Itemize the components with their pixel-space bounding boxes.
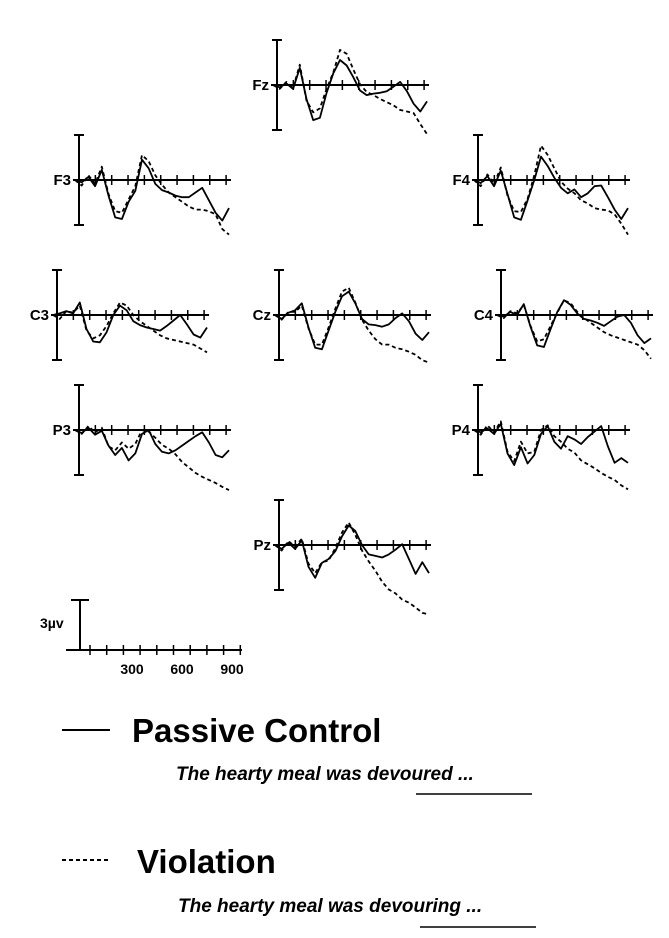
panel-p4: P4: [452, 384, 630, 491]
waveform-violation-fz: [272, 49, 428, 135]
waveform-passive-control-c3: [52, 301, 208, 344]
legend-sentence-violation: The hearty meal was devouring ...: [178, 896, 482, 917]
channel-label-pz: Pz: [253, 537, 271, 554]
waveform-passive-control-f3: [74, 158, 230, 222]
waveform-violation-f3: [74, 154, 230, 236]
channel-label-cz: Cz: [253, 307, 271, 324]
channel-label-p4: P4: [452, 422, 471, 439]
waveform-violation-f4: [473, 144, 629, 236]
channel-label-p3: P3: [53, 422, 71, 439]
legend: Passive Control The hearty meal was devo…: [62, 712, 536, 928]
panel-p3: P3: [53, 384, 231, 491]
channel-label-f3: F3: [53, 172, 71, 189]
panel-c3: C3: [30, 269, 209, 361]
waveform-passive-control-f4: [473, 155, 629, 221]
waveform-passive-control-fz: [272, 59, 428, 121]
legend-label-violation: Violation: [137, 843, 276, 880]
tick-label-300: 300: [120, 661, 144, 677]
waveform-violation-p3: [74, 425, 230, 491]
channel-label-c4: C4: [474, 307, 494, 324]
waveform-passive-control-p3: [74, 426, 230, 462]
channel-label-fz: Fz: [252, 77, 269, 94]
waveform-passive-control-c4: [496, 299, 652, 348]
channel-label-f4: F4: [452, 172, 470, 189]
channel-label-c3: C3: [30, 307, 49, 324]
panel-cz: Cz: [253, 269, 431, 364]
panel-c4: C4: [474, 269, 653, 361]
waveform-violation-p4: [473, 420, 629, 491]
waveform-violation-cz: [274, 286, 430, 364]
waveform-violation-c3: [52, 301, 208, 354]
scale-x-ticks: [89, 645, 242, 655]
tick-label-600: 600: [170, 661, 194, 677]
waveform-passive-control-pz: [274, 524, 430, 579]
waveform-passive-control-cz: [274, 290, 430, 351]
tick-label-900: 900: [220, 661, 244, 677]
scale-axis: 3µv 300 600 900: [40, 599, 244, 677]
waveform-violation-pz: [274, 521, 430, 616]
legend-sentence-passive-control: The hearty meal was devoured ...: [176, 764, 474, 785]
panel-f4: F4: [452, 134, 630, 236]
waveform-passive-control-p4: [473, 422, 629, 467]
scale-y-label: 3µv: [40, 615, 64, 631]
panel-pz: Pz: [253, 499, 431, 616]
waveform-violation-c4: [496, 299, 652, 360]
panel-f3: F3: [53, 134, 231, 236]
legend-label-passive-control: Passive Control: [132, 712, 381, 749]
panel-fz: Fz: [252, 39, 429, 135]
electrode-plots: Fz F3 F4 C3 Cz C4 P3 P4 Pz: [30, 39, 653, 616]
